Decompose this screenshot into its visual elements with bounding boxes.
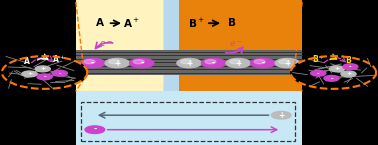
Text: -: - [43, 74, 46, 79]
Text: $e^-$: $e^-$ [99, 39, 113, 49]
Text: B: B [228, 18, 237, 28]
Circle shape [271, 111, 291, 119]
Circle shape [2, 56, 87, 89]
Circle shape [37, 74, 52, 80]
Text: -: - [140, 59, 143, 68]
Circle shape [105, 58, 129, 68]
Bar [76, 0, 163, 91]
Text: -: - [317, 71, 319, 76]
Text: B: B [345, 56, 351, 65]
Text: +: + [186, 59, 192, 68]
Circle shape [181, 60, 191, 64]
Text: B$^+$: B$^+$ [188, 17, 205, 30]
Text: A: A [23, 57, 29, 66]
Circle shape [343, 64, 358, 70]
Text: +: + [114, 59, 120, 68]
Circle shape [341, 71, 356, 77]
Text: +: + [235, 59, 241, 68]
Text: -: - [93, 125, 96, 134]
Circle shape [133, 60, 144, 64]
Circle shape [85, 126, 105, 133]
Circle shape [81, 58, 105, 68]
Circle shape [291, 56, 376, 89]
Text: -: - [349, 64, 352, 69]
Circle shape [22, 71, 37, 77]
Circle shape [205, 60, 216, 64]
Circle shape [52, 70, 67, 76]
Text: +: + [346, 71, 351, 76]
Text: A: A [96, 18, 104, 28]
Text: +: + [284, 59, 290, 68]
Circle shape [275, 58, 299, 68]
Text: -: - [91, 59, 94, 68]
Text: +: + [335, 66, 340, 71]
Circle shape [177, 58, 201, 68]
Bar [76, 0, 302, 145]
Bar [81, 102, 295, 141]
Text: B$^+$: B$^+$ [312, 53, 325, 65]
Text: A$^+$: A$^+$ [53, 53, 65, 65]
Circle shape [279, 60, 290, 64]
Circle shape [324, 75, 339, 81]
Circle shape [130, 58, 154, 68]
Text: +: + [40, 66, 45, 71]
Text: $e^-$: $e^-$ [229, 39, 243, 49]
Circle shape [254, 60, 265, 64]
Circle shape [84, 60, 95, 64]
Text: A$^+$: A$^+$ [123, 17, 140, 30]
Circle shape [201, 58, 226, 68]
Circle shape [330, 66, 345, 72]
Text: +: + [278, 111, 284, 120]
Bar [172, 0, 302, 91]
Text: -: - [59, 71, 61, 76]
Circle shape [35, 66, 50, 72]
Circle shape [226, 58, 250, 68]
Circle shape [230, 60, 240, 64]
Bar [164, 0, 179, 91]
Circle shape [311, 70, 326, 76]
Text: -: - [261, 59, 264, 68]
Text: -: - [212, 59, 215, 68]
Circle shape [251, 58, 275, 68]
Bar [76, 50, 302, 75]
Text: -: - [330, 76, 333, 81]
Text: +: + [27, 71, 32, 76]
Circle shape [109, 60, 119, 64]
